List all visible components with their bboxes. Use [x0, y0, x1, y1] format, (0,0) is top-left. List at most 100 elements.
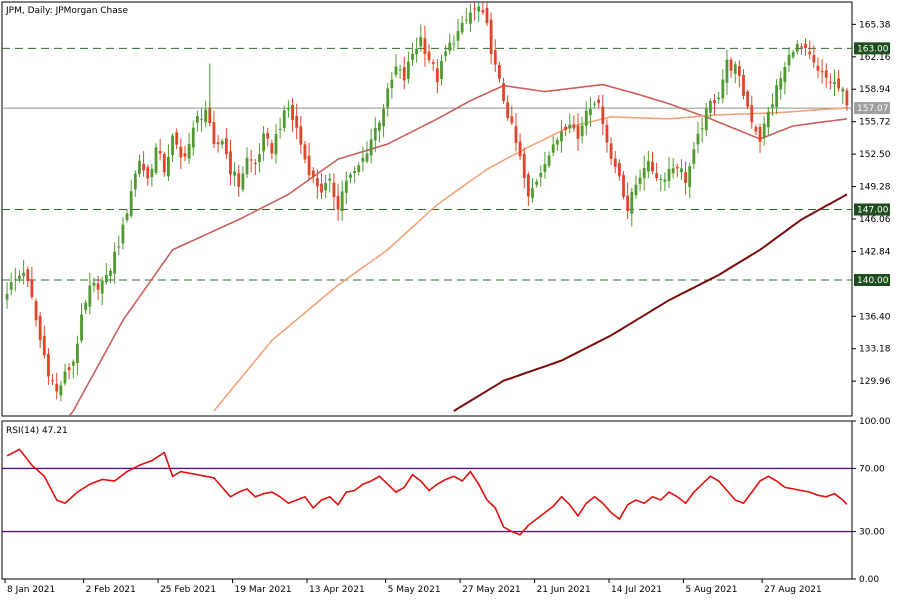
y-tick-label: 129.96: [859, 377, 891, 387]
candle-body: [800, 46, 803, 48]
ma-line: [213, 107, 847, 412]
candle-body: [675, 166, 679, 169]
y-tick-label: 155.72: [859, 118, 891, 128]
candle-body: [266, 133, 270, 139]
candle-body: [576, 125, 580, 139]
candle-body: [729, 59, 733, 71]
candle-body: [332, 182, 336, 198]
candle-body: [617, 163, 621, 177]
candle-body: [233, 171, 237, 176]
candle-body: [601, 106, 605, 125]
candle-body: [382, 109, 385, 127]
candle-body: [146, 167, 150, 179]
x-tick-label: 25 Feb 2021: [160, 585, 216, 595]
candle-body: [634, 184, 638, 196]
candle-body: [717, 97, 721, 100]
rsi-y-tick-label: 70.00: [859, 464, 885, 474]
candle-body: [427, 51, 431, 61]
candle-body: [51, 380, 54, 382]
y-tick-label: 162.16: [859, 53, 891, 63]
candle-body: [320, 183, 323, 193]
candle-body: [535, 181, 539, 185]
level-label: 147.00: [857, 206, 889, 216]
candle-body: [175, 132, 179, 145]
candle-body: [684, 172, 687, 184]
candle-body: [779, 78, 783, 90]
candle-body: [18, 275, 21, 279]
candle-body: [783, 67, 787, 83]
candle-body: [390, 79, 394, 89]
candle-body: [411, 53, 414, 60]
candle-body: [117, 246, 121, 248]
candle-body: [133, 173, 137, 190]
y-tick-label: 146.06: [859, 215, 891, 225]
candle-body: [452, 43, 456, 45]
candle-body: [688, 166, 692, 187]
candle-body: [100, 280, 104, 294]
candle-body: [609, 143, 613, 159]
candle-body: [315, 178, 319, 187]
candle-body: [84, 302, 88, 310]
y-tick-label: 165.38: [859, 20, 891, 30]
candle-body: [200, 118, 203, 120]
candle-body: [386, 88, 390, 108]
candle-body: [92, 282, 96, 286]
candle-body: [642, 168, 646, 179]
candle-body: [398, 69, 402, 71]
y-tick-label: 152.50: [859, 150, 891, 160]
candle-body: [651, 161, 654, 172]
candle-body: [394, 66, 398, 75]
candle-body: [63, 371, 67, 384]
candle-body: [539, 172, 543, 177]
candle-body: [485, 7, 489, 24]
level-label-box: [854, 274, 890, 287]
candle-body: [613, 158, 617, 167]
candle-body: [804, 43, 807, 49]
candle-body: [229, 151, 232, 175]
candle-body: [808, 51, 812, 55]
candle-body: [812, 55, 816, 63]
rsi-y-tick-label: 30.00: [859, 528, 885, 538]
x-tick-label: 21 Jun 2021: [537, 585, 591, 595]
candle-body: [580, 125, 584, 137]
candle-body: [526, 174, 530, 197]
candle-body: [837, 78, 841, 89]
candle-body: [680, 168, 683, 173]
candle-body: [369, 139, 373, 156]
candle-body: [224, 138, 228, 155]
candle-body: [692, 149, 696, 164]
candle-body: [423, 38, 427, 54]
candle-body: [502, 83, 505, 101]
current-price-label-box: [854, 102, 890, 115]
y-tick-label: 158.94: [859, 85, 891, 95]
y-tick-label: 142.84: [859, 247, 891, 257]
rsi-y-tick-label: 100.00: [859, 417, 891, 427]
candle-body: [208, 107, 212, 124]
candle-body: [709, 100, 712, 113]
candle-body: [311, 170, 315, 177]
candle-body: [336, 195, 340, 210]
candle-body: [183, 153, 187, 157]
candle-body: [828, 81, 832, 83]
ma-line: [453, 193, 848, 412]
y-tick-label: 133.18: [859, 345, 891, 355]
candle-body: [696, 133, 700, 145]
candle-body: [67, 367, 71, 371]
candle-body: [262, 133, 265, 152]
candle-body: [162, 154, 166, 173]
candle-body: [158, 151, 162, 154]
candle-body: [249, 159, 253, 161]
candle-body: [38, 315, 42, 341]
candle-body: [295, 116, 299, 128]
candle-body: [464, 19, 468, 21]
candle-body: [212, 122, 216, 145]
candle-body: [746, 91, 750, 107]
candle-body: [167, 156, 170, 177]
candle-body: [204, 109, 208, 123]
candle-body: [253, 162, 257, 165]
candle-body: [104, 274, 108, 283]
candle-body: [564, 126, 567, 130]
candle-body: [440, 61, 443, 80]
candle-body: [125, 213, 129, 220]
